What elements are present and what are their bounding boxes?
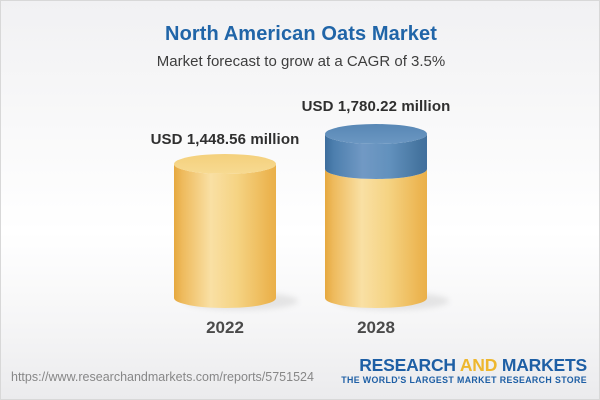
logo-word-research: RESEARCH	[359, 355, 456, 375]
bar-2028-value-label: USD 1,780.22 million	[301, 98, 451, 115]
chart-subtitle: Market forecast to grow at a CAGR of 3.5…	[156, 53, 446, 70]
report-url-link[interactable]: https://www.researchandmarkets.com/repor…	[11, 370, 314, 384]
logo-wordmark: RESEARCH AND MARKETS	[341, 356, 587, 374]
bar-2022-body	[174, 164, 276, 308]
bar-2028-category-label: 2028	[357, 318, 395, 337]
research-and-markets-logo: RESEARCH AND MARKETS THE WORLD'S LARGEST…	[341, 356, 587, 386]
logo-word-and: AND	[459, 355, 498, 375]
bar-2022-category-label: 2022	[206, 318, 244, 337]
bar-2022-cylinder	[174, 154, 276, 308]
bar-2028-base-segment	[325, 169, 427, 308]
bar-2028-growth-cap-segment	[325, 134, 427, 179]
logo-tagline: THE WORLD'S LARGEST MARKET RESEARCH STOR…	[341, 375, 587, 386]
bar-2028-top-ellipse	[325, 124, 427, 144]
chart-title: North American Oats Market	[165, 23, 437, 45]
bar-2022-value-label: USD 1,448.56 million	[150, 131, 300, 148]
bar-2022-top-ellipse	[174, 154, 276, 174]
bar-2028-cylinder	[325, 124, 427, 308]
logo-word-markets: MARKETS	[501, 355, 587, 375]
